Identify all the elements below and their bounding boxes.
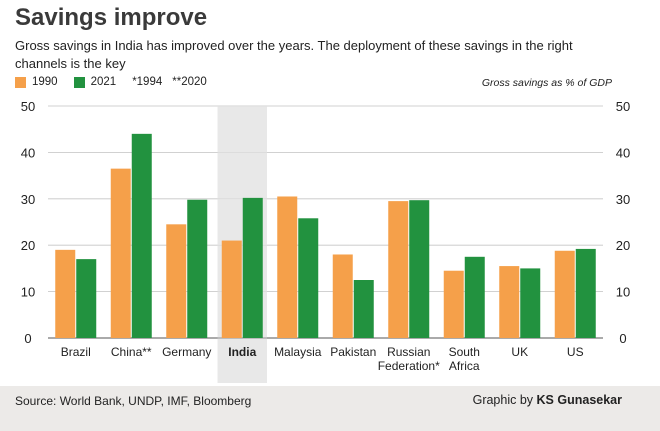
legend-label-2021: 2021 bbox=[90, 76, 117, 88]
y-axis-unit-label: Gross savings as % of GDP bbox=[481, 77, 612, 89]
source-note: Source: World Bank, UNDP, IMF, Bloomberg bbox=[15, 394, 252, 408]
y-tick-label-right: 0 bbox=[619, 331, 626, 346]
y-tick-label-right: 10 bbox=[616, 285, 630, 300]
x-tick-label: Germany bbox=[162, 345, 211, 359]
x-tick-label: Brazil bbox=[61, 345, 91, 359]
x-tick-label: China** bbox=[111, 345, 152, 359]
x-tick-label: India bbox=[228, 345, 256, 359]
bar-2021-us bbox=[575, 248, 596, 338]
chart-title: Savings improve bbox=[15, 4, 208, 31]
legend: 1990 2021 *1994 **2020 bbox=[15, 76, 217, 88]
bar-chart: 0 0 10 10 20 20 30 30 40 40 50 50 Brazil China** Germa… bbox=[21, 99, 630, 383]
bar-1990-india bbox=[221, 240, 242, 338]
graphic-credit: Graphic by KS Gunasekar bbox=[473, 393, 622, 407]
legend-item-2021: 2021 bbox=[73, 76, 117, 88]
legend-note-2020: **2020 bbox=[172, 76, 207, 88]
y-tick-label-left: 10 bbox=[21, 285, 35, 300]
y-tick-label-right: 30 bbox=[616, 192, 630, 207]
bar-2021-malaysia bbox=[298, 218, 319, 338]
bar-1990-malaysia bbox=[277, 196, 298, 338]
credit-name: KS Gunasekar bbox=[536, 393, 622, 407]
legend-note-1994: *1994 bbox=[132, 76, 163, 88]
legend-swatch-1990 bbox=[15, 76, 26, 88]
bar-2021-russianfederation bbox=[409, 200, 430, 338]
bar-1990-germany bbox=[166, 224, 187, 338]
bar-2021-brazil bbox=[76, 259, 97, 338]
legend-swatch-2021 bbox=[73, 76, 85, 88]
y-tick-label-left: 30 bbox=[21, 192, 35, 207]
credit-prefix: Graphic by bbox=[472, 393, 534, 407]
bar-1990-uk bbox=[499, 266, 520, 338]
legend-label-1990: 1990 bbox=[32, 76, 58, 88]
x-tick-label: UK bbox=[511, 345, 528, 359]
bar-1990-southafrica bbox=[443, 270, 464, 338]
bar-1990-brazil bbox=[55, 249, 76, 338]
bar-1990-russianfederation bbox=[388, 201, 409, 338]
bar-2021-india bbox=[242, 197, 263, 338]
bar-1990-china bbox=[110, 168, 131, 338]
y-tick-label-right: 40 bbox=[616, 145, 630, 160]
x-tick-label: South bbox=[449, 345, 480, 359]
x-tick-label: Malaysia bbox=[274, 345, 322, 359]
bar-1990-pakistan bbox=[332, 254, 353, 338]
bar-2021-germany bbox=[187, 199, 208, 338]
x-tick-label: Pakistan bbox=[330, 345, 376, 359]
bar-1990-us bbox=[554, 250, 575, 338]
y-tick-label-left: 50 bbox=[21, 99, 35, 114]
legend-item-1990: 1990 bbox=[15, 76, 58, 88]
y-tick-label-left: 0 bbox=[24, 331, 31, 346]
y-tick-label-right: 20 bbox=[616, 238, 630, 253]
x-tick-label: Russian bbox=[387, 345, 430, 359]
bar-2021-pakistan bbox=[353, 280, 374, 338]
y-tick-label-left: 40 bbox=[21, 145, 35, 160]
bar-2021-china bbox=[131, 133, 152, 338]
bar-2021-southafrica bbox=[464, 256, 485, 338]
x-tick-label: US bbox=[567, 345, 584, 359]
x-tick-label: Federation* bbox=[378, 359, 440, 373]
x-tick-label: Africa bbox=[449, 359, 480, 373]
footer-bar bbox=[0, 386, 660, 431]
bar-2021-uk bbox=[520, 268, 541, 338]
y-tick-label-right: 50 bbox=[616, 99, 630, 114]
chart-subtitle: Gross savings in India has improved over… bbox=[15, 38, 573, 71]
y-tick-label-left: 20 bbox=[21, 238, 35, 253]
